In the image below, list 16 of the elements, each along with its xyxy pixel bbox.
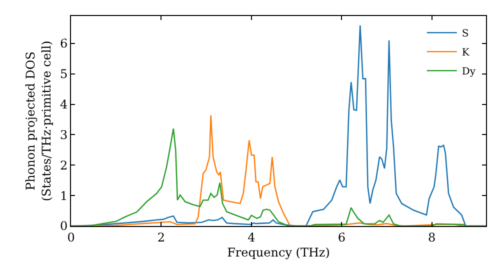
y-tick-label: 6 xyxy=(60,36,68,51)
x-axis-title: Frequency (THz) xyxy=(227,245,330,260)
y-tick-label: 0 xyxy=(60,219,68,234)
x-tick-label: 8 xyxy=(428,230,436,244)
y-tick-label: 3 xyxy=(60,128,68,142)
y-tick-label: 1 xyxy=(60,188,68,203)
x-tick-label: 6 xyxy=(338,230,346,244)
legend-label: S xyxy=(462,28,469,40)
y-tick-label: 2 xyxy=(60,158,68,172)
y-tick-label: 4 xyxy=(60,97,68,112)
legend-label: K xyxy=(462,48,470,58)
legend-label: Dy xyxy=(462,66,476,78)
x-tick-label: 4 xyxy=(248,230,256,244)
x-tick-label: 2 xyxy=(157,230,166,244)
y-axis-title: Phonon projected DOS (States/THz·primitive cell) xyxy=(24,40,54,202)
y-tick-label: 5 xyxy=(60,67,68,82)
